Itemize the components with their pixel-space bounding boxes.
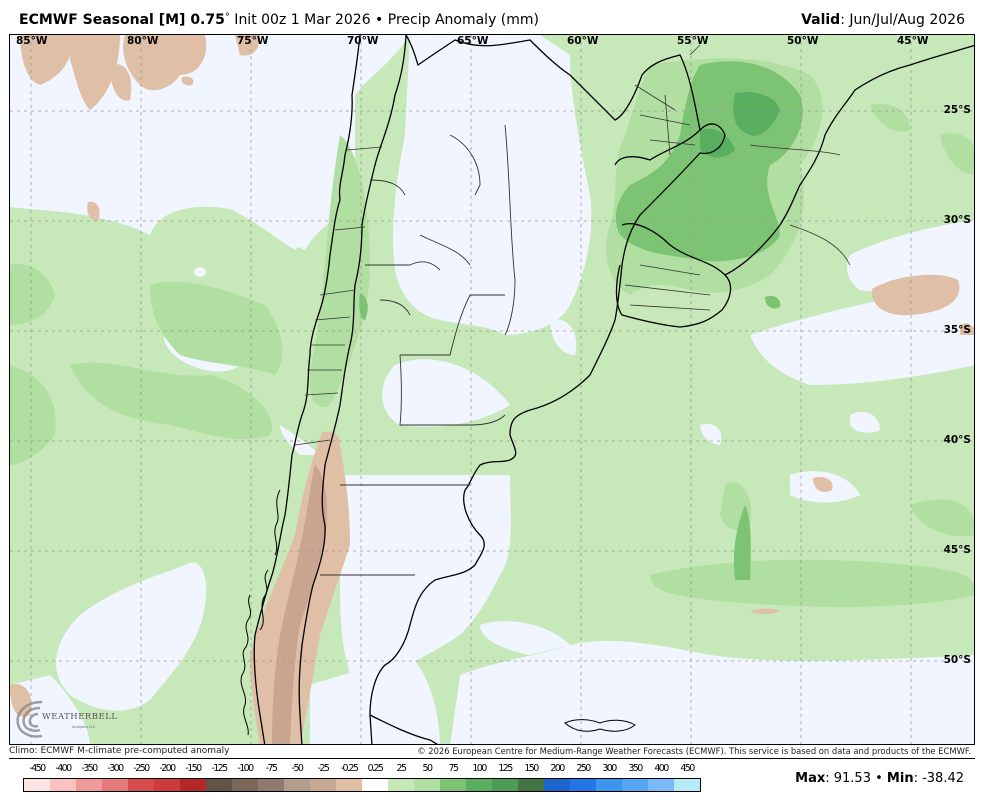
max-min-stats: Max: 91.53 • Min: -38.42 <box>795 771 964 786</box>
colorbar-tick-label: 250 <box>576 763 591 774</box>
lat-label-40s: 40°S <box>943 434 971 446</box>
colorbar-swatch <box>388 779 414 791</box>
colorbar-tick-label: 0.25 <box>367 763 384 774</box>
graticule <box>10 35 974 744</box>
colorbar-swatch <box>336 779 362 791</box>
logo-wordmark: WEATHERBELL <box>42 712 118 722</box>
colorbar-swatch <box>492 779 518 791</box>
valid-value: : Jun/Jul/Aug 2026 <box>840 12 965 28</box>
colorbar-swatch <box>648 779 674 791</box>
lon-label-45w: 45°W <box>897 35 929 47</box>
lon-label-80w: 80°W <box>127 35 159 47</box>
logo-subtitle: Analytics LLC <box>72 725 96 729</box>
lon-label-55w: 55°W <box>677 35 709 47</box>
colorbar-tick-label: -75 <box>265 763 278 774</box>
lat-label-25s: 25°S <box>943 104 971 116</box>
colorbar-swatch <box>518 779 544 791</box>
colorbar-tick-label: 200 <box>550 763 565 774</box>
lon-label-70w: 70°W <box>347 35 379 47</box>
colorbar-tick-label: 300 <box>602 763 617 774</box>
precip-anomaly-map <box>10 35 974 744</box>
swirl-icon <box>16 700 43 738</box>
copyright-note: © 2026 European Centre for Medium-Range … <box>417 746 971 756</box>
colorbar-tick-label: 25 <box>396 763 407 774</box>
colorbar-swatch <box>76 779 102 791</box>
weatherbell-logo: WEATHERBELL Analytics LLC <box>12 694 122 742</box>
colorbar-swatch <box>206 779 232 791</box>
colorbar-swatch <box>232 779 258 791</box>
title-description: Init 00z 1 Mar 2026 • Precip Anomaly (mm… <box>229 12 540 28</box>
chart-title: ECMWF Seasonal [M] 0.75° Init 00z 1 Mar … <box>19 12 539 28</box>
colorbar <box>23 778 701 792</box>
title-model: ECMWF Seasonal [M] 0.75 <box>19 12 225 28</box>
colorbar-labels: -450 -400 -350 -300 -250 -200 -150 -125 -100 -75 -… <box>24 763 700 777</box>
colorbar-swatch <box>362 779 388 791</box>
max-value: : 91.53 • <box>825 771 887 786</box>
colorbar-swatch <box>440 779 466 791</box>
colorbar-swatch <box>622 779 648 791</box>
colorbar-tick-label: -125 <box>211 763 228 774</box>
colorbar-swatch <box>24 779 50 791</box>
title-degree: ° <box>224 12 230 23</box>
colorbar-swatch <box>544 779 570 791</box>
lon-label-60w: 60°W <box>567 35 599 47</box>
footer-divider <box>9 758 975 759</box>
colorbar-swatch <box>180 779 206 791</box>
colorbar-tick-label: -150 <box>185 763 202 774</box>
colorbar-tick-label: 450 <box>680 763 695 774</box>
lat-label-45s: 45°S <box>943 544 971 556</box>
colorbar-swatch <box>466 779 492 791</box>
colorbar-swatch <box>50 779 76 791</box>
colorbar-tick-label: -400 <box>55 763 72 774</box>
lon-label-75w: 75°W <box>237 35 269 47</box>
colorbar-swatch <box>102 779 128 791</box>
lon-label-50w: 50°W <box>787 35 819 47</box>
lat-label-30s: 30°S <box>943 214 971 226</box>
map-panel: 85°W 80°W 75°W 70°W 65°W 60°W 55°W 50°W … <box>9 34 975 745</box>
colorbar-tick-label: -25 <box>317 763 330 774</box>
min-value: : -38.42 <box>913 771 964 786</box>
lon-label-65w: 65°W <box>457 35 489 47</box>
valid-label: Valid <box>801 12 841 28</box>
colorbar-tick-label: -250 <box>133 763 150 774</box>
colorbar-tick-label: 75 <box>448 763 459 774</box>
climo-note: Climo: ECMWF M-climate pre-computed anom… <box>9 746 230 756</box>
colorbar-tick-label: 100 <box>472 763 487 774</box>
colorbar-tick-label: -450 <box>29 763 46 774</box>
valid-period: Valid: Jun/Jul/Aug 2026 <box>801 12 965 28</box>
colorbar-swatch <box>414 779 440 791</box>
colorbar-swatch <box>154 779 180 791</box>
colorbar-tick-label: 400 <box>654 763 669 774</box>
colorbar-swatch <box>310 779 336 791</box>
colorbar-swatch <box>128 779 154 791</box>
colorbar-swatch <box>570 779 596 791</box>
colorbar-tick-label: -100 <box>237 763 254 774</box>
colorbar-tick-label: -200 <box>159 763 176 774</box>
colorbar-tick-label: -300 <box>107 763 124 774</box>
colorbar-swatch <box>284 779 310 791</box>
colorbar-swatch <box>674 779 700 791</box>
colorbar-tick-label: 125 <box>498 763 513 774</box>
max-label: Max <box>795 771 826 786</box>
colorbar-tick-label: -0.25 <box>340 763 359 774</box>
colorbar-swatch <box>258 779 284 791</box>
country-borders <box>240 35 974 744</box>
colorbar-swatch <box>596 779 622 791</box>
colorbar-tick-label: 150 <box>524 763 539 774</box>
lon-label-85w: 85°W <box>16 35 48 47</box>
lat-label-35s: 35°S <box>943 324 971 336</box>
lat-label-50s: 50°S <box>943 654 971 666</box>
colorbar-tick-label: -350 <box>81 763 98 774</box>
colorbar-tick-label: -50 <box>291 763 304 774</box>
min-label: Min <box>886 771 914 786</box>
colorbar-tick-label: 50 <box>422 763 433 774</box>
colorbar-tick-label: 350 <box>628 763 643 774</box>
